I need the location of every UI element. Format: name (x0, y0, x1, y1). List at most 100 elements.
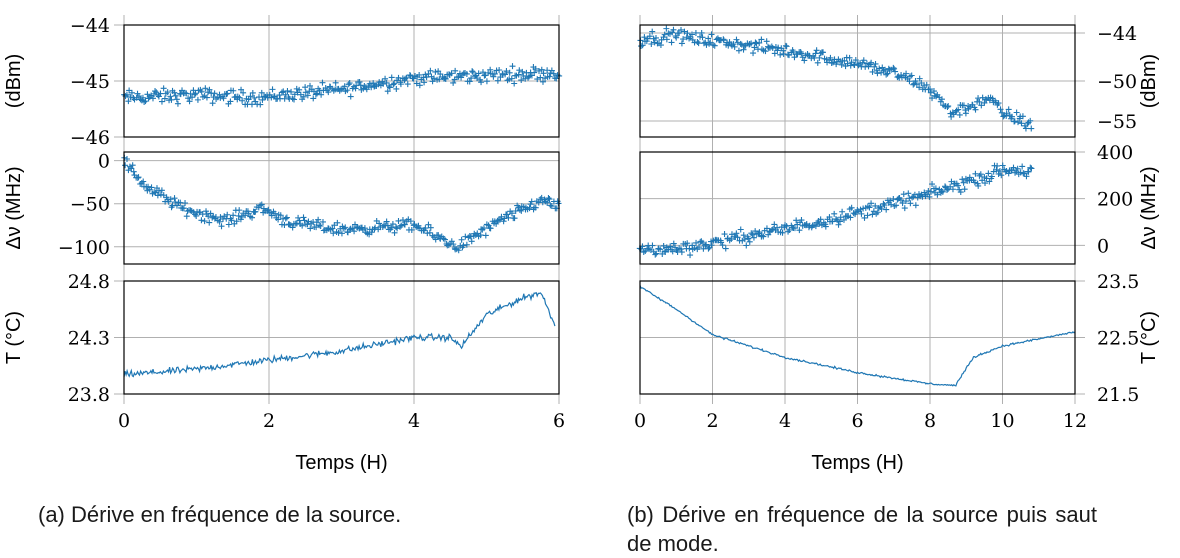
chart-a-power: −46 −45 −44 (dBm) (3, 15, 563, 149)
data-point (534, 76, 541, 83)
data-point (977, 171, 984, 178)
data-point (691, 39, 698, 46)
data-point (695, 40, 702, 47)
data-point (836, 218, 843, 225)
data-point (494, 77, 501, 84)
data-point (544, 199, 551, 206)
data-point (462, 233, 469, 240)
data-point (171, 89, 178, 96)
data-point (748, 40, 755, 47)
data-point (651, 39, 658, 46)
data-point (659, 250, 666, 257)
data-point (310, 88, 317, 95)
data-point (315, 216, 322, 223)
data-point (750, 234, 757, 241)
data-point (240, 89, 247, 96)
data-point (478, 79, 485, 86)
data-point (652, 251, 659, 258)
data-point (511, 80, 518, 87)
data-point (139, 94, 146, 101)
data-point (864, 212, 871, 219)
data-point (413, 80, 420, 87)
data-point (441, 236, 448, 243)
data-point (949, 186, 956, 193)
data-point (426, 229, 433, 236)
data-point (512, 207, 519, 214)
data-point (872, 202, 879, 209)
x-tick-label: 2 (706, 410, 718, 432)
data-point (286, 221, 293, 228)
data-point (801, 57, 808, 64)
data-point (427, 224, 434, 231)
data-point (719, 242, 726, 249)
data-point (1008, 113, 1015, 120)
x-tick-label: 0 (634, 410, 646, 432)
series-line (639, 285, 1076, 387)
data-point (192, 90, 199, 97)
data-point (508, 75, 515, 82)
data-point (798, 50, 805, 57)
data-point (734, 39, 741, 46)
data-point (235, 212, 242, 219)
data-point (503, 68, 510, 75)
y-tick-label: −55 (1097, 111, 1137, 133)
data-point (330, 87, 337, 94)
data-point (167, 93, 174, 100)
data-point (1028, 125, 1035, 132)
data-point (140, 178, 147, 185)
data-point (182, 199, 189, 206)
data-point (811, 54, 818, 61)
data-point (912, 77, 919, 84)
data-point (460, 242, 467, 249)
data-point (762, 48, 769, 55)
data-point (820, 49, 827, 56)
data-point (203, 208, 210, 215)
data-point (158, 187, 165, 194)
data-point (832, 216, 839, 223)
data-point (939, 188, 946, 195)
data-point (667, 243, 674, 250)
data-point (247, 93, 254, 100)
data-point (527, 201, 534, 208)
data-point (172, 92, 179, 99)
data-point (272, 210, 279, 217)
data-point (693, 239, 700, 246)
data-point (869, 211, 876, 218)
data-point (249, 89, 256, 96)
data-point (972, 106, 979, 113)
data-point (1015, 119, 1022, 126)
data-point (390, 81, 397, 88)
data-point (803, 220, 810, 227)
data-point (463, 241, 470, 248)
data-point (458, 74, 465, 81)
data-point (699, 239, 706, 246)
data-point (786, 226, 793, 233)
data-point (469, 69, 476, 76)
data-point (978, 102, 985, 109)
data-point (872, 60, 879, 67)
data-point (265, 206, 272, 213)
data-point (516, 206, 523, 213)
data-point (236, 207, 243, 214)
data-point (480, 225, 487, 232)
data-point (474, 75, 481, 82)
data-point (382, 75, 389, 82)
data-point (874, 70, 881, 77)
data-point (640, 249, 647, 256)
y-tick-label: −100 (58, 237, 110, 259)
data-point (903, 70, 910, 77)
data-point (141, 98, 148, 105)
data-point (402, 75, 409, 82)
data-point (450, 241, 457, 248)
data-point (198, 217, 205, 224)
data-point (1003, 110, 1010, 117)
data-point (929, 181, 936, 188)
data-point (129, 162, 136, 169)
data-point (750, 50, 757, 57)
plot-frame (123, 280, 560, 395)
data-point (720, 37, 727, 44)
data-point (123, 91, 130, 98)
data-point (901, 205, 908, 212)
data-point (740, 232, 747, 239)
data-point (404, 81, 411, 88)
